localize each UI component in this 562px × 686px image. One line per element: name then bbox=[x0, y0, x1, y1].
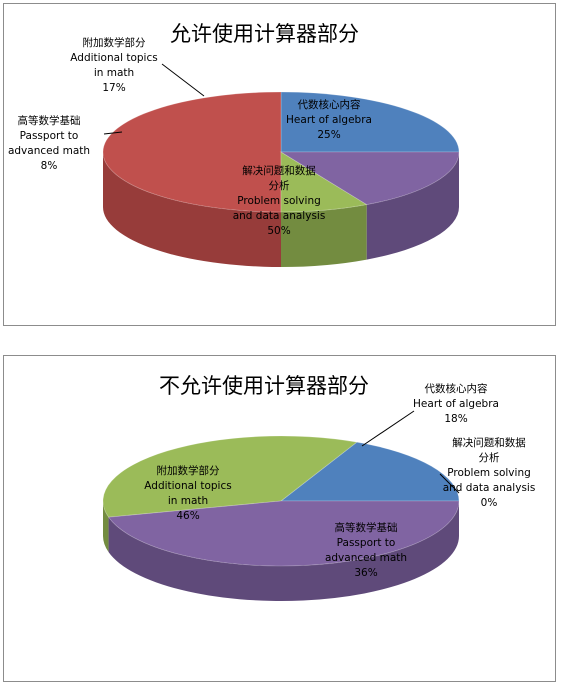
slice-label-line: advanced math bbox=[8, 145, 90, 157]
pie-side-passport-to-advanced-math bbox=[103, 501, 109, 553]
slice-label-line: 解决问题和数据 bbox=[242, 164, 316, 177]
slice-label-line: and data analysis bbox=[233, 210, 326, 222]
leader-line-passport-to-advanced-math bbox=[103, 131, 123, 135]
chart-panel-no-calculator: 不允许使用计算器部分 代数核心内容 Heart of algebra 18% 解决问题… bbox=[3, 355, 556, 682]
slice-label-line: 8% bbox=[41, 160, 58, 172]
pie-slice-additional-topics-in-math bbox=[107, 500, 460, 567]
slice-label-line: 25% bbox=[317, 129, 340, 141]
pie-slice-passport-to-advanced-math bbox=[280, 151, 368, 213]
slice-label-passport-to-advanced-math: 高等数学基础 Passport to advanced math 8% bbox=[8, 114, 90, 172]
slice-label-additional-topics-in-math: 附加数学部分 Additional topics in math 46% bbox=[144, 464, 231, 522]
chart-title: 允许使用计算器部分 bbox=[170, 22, 359, 46]
pie-side-additional-topics-in-math bbox=[108, 501, 459, 601]
slice-label-line: Problem solving bbox=[447, 467, 531, 479]
slice-label-line: 50% bbox=[267, 225, 290, 237]
slice-label-line: and data analysis bbox=[443, 482, 536, 494]
slice-label-line: 代数核心内容 bbox=[425, 382, 488, 395]
slice-label-line: 代数核心内容 bbox=[298, 98, 361, 111]
slice-label-line: 解决问题和数据 bbox=[452, 436, 526, 449]
slice-label-line: 高等数学基础 bbox=[335, 521, 398, 534]
slice-label-line: 0% bbox=[481, 497, 498, 509]
slice-label-heart-of-algebra: 代数核心内容 Heart of algebra 18% bbox=[413, 382, 499, 425]
pie-slice-additional-topics-in-math bbox=[279, 151, 460, 205]
leader-line-heart-of-algebra bbox=[361, 410, 415, 447]
slice-label-line: 附加数学部分 bbox=[157, 464, 220, 477]
slice-label-line: Additional topics bbox=[144, 480, 231, 492]
pie-slice-problem-solving-and-data-analysis bbox=[102, 91, 282, 213]
pie-slice-heart-of-algebra bbox=[279, 441, 460, 502]
pie-side-passport-to-advanced-math bbox=[281, 204, 367, 267]
slice-label-line: Passport to bbox=[20, 130, 79, 142]
slice-label-line: Heart of algebra bbox=[286, 114, 372, 126]
slice-label-line: in math bbox=[168, 495, 208, 507]
slice-label-line: 46% bbox=[176, 510, 199, 522]
slice-label-line: 附加数学部分 bbox=[83, 36, 146, 49]
slice-label-line: 36% bbox=[354, 567, 377, 579]
chart-title: 不允许使用计算器部分 bbox=[159, 374, 369, 398]
slice-label-line: 17% bbox=[102, 82, 125, 94]
slice-label-line: Passport to bbox=[337, 537, 396, 549]
leader-line-additional-topics-in-math bbox=[161, 63, 205, 97]
pie-slice-heart-of-algebra bbox=[280, 91, 460, 153]
slice-label-line: 分析 bbox=[269, 179, 290, 192]
slice-label-line: in math bbox=[94, 67, 134, 79]
slice-label-line: Additional topics bbox=[70, 52, 157, 64]
slice-label-line: advanced math bbox=[325, 552, 407, 564]
slice-label-line: 分析 bbox=[479, 451, 500, 464]
pie-side-problem-solving-and-data-analysis bbox=[103, 152, 281, 267]
slice-label-additional-topics-in-math: 附加数学部分 Additional topics in math 17% bbox=[70, 36, 157, 94]
leader-line-problem-solving-and-data-analysis bbox=[439, 473, 460, 494]
slice-label-heart-of-algebra: 代数核心内容 Heart of algebra 25% bbox=[286, 98, 372, 141]
slice-label-line: Heart of algebra bbox=[413, 398, 499, 410]
slice-label-passport-to-advanced-math: 高等数学基础 Passport to advanced math 36% bbox=[325, 521, 407, 579]
chart-panel-calculator: 允许使用计算器部分 代数核心内容 Heart of algebra 25% 解决问题和… bbox=[3, 3, 556, 326]
slice-label-line: 高等数学基础 bbox=[18, 114, 81, 127]
pie-side-additional-topics-in-math bbox=[366, 152, 459, 260]
pie-slice-passport-to-advanced-math bbox=[102, 435, 358, 518]
slice-label-line: Problem solving bbox=[237, 195, 321, 207]
slice-label-line: 18% bbox=[444, 413, 467, 425]
